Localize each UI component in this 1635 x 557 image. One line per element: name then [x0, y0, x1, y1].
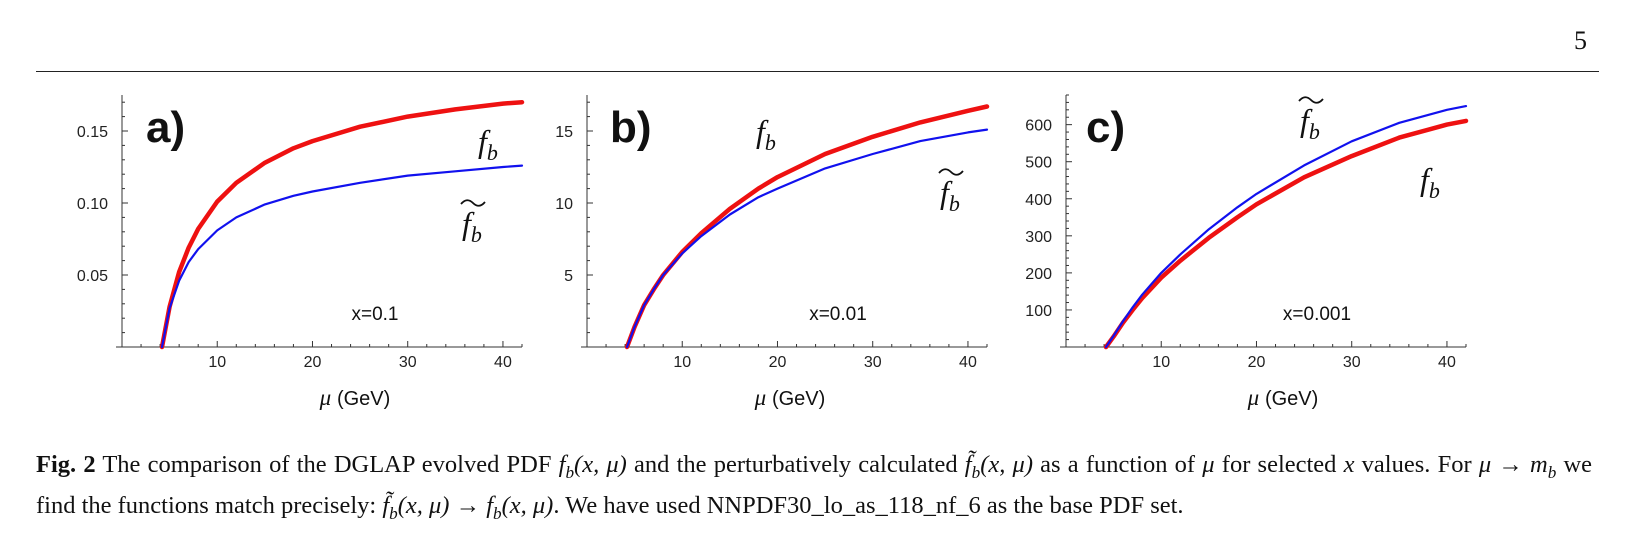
y-tick-label: 0.15: [77, 124, 108, 141]
panel-annotation: x=0.001: [1283, 304, 1351, 325]
caption-math: fb(x, μ): [558, 451, 627, 482]
y-tick-label: 15: [555, 124, 573, 141]
series-label-f-tilde-b: fb: [1300, 102, 1320, 144]
x-axis-label-symbol: μ: [754, 385, 772, 410]
x-tick-label: 20: [769, 354, 787, 371]
x-axis-label-symbol: μ: [1247, 385, 1265, 410]
x-tick-label: 20: [304, 354, 322, 371]
x-axis-label-unit: (GeV): [337, 388, 390, 410]
series-line-f-tilde-b: [160, 164, 524, 349]
y-tick-label: 500: [1025, 155, 1052, 172]
series-line-f-tilde-b: [1104, 105, 1468, 349]
series-label-f-tilde-b: fb: [940, 174, 960, 216]
x-tick-label: 10: [1152, 354, 1170, 371]
caption-text: . We have used NNPDF30_lo_as_118_nf_6 as…: [553, 491, 1184, 519]
caption-math: f̃b(x, μ): [964, 451, 1033, 482]
caption-text: for selected: [1214, 451, 1344, 478]
y-tick-label: 0.05: [77, 268, 108, 285]
x-axis-label-unit: (GeV): [772, 388, 825, 410]
caption-math: μ: [1202, 451, 1215, 478]
series-label-subscript: b: [487, 140, 498, 165]
caption-math: μ → mb: [1478, 451, 1557, 482]
panel-annotation: x=0.01: [809, 304, 867, 325]
series-line-f-b: [624, 104, 990, 350]
tilde-mark: [1298, 96, 1324, 104]
x-axis-label: μ (GeV): [319, 385, 391, 410]
x-tick-label: 40: [1438, 354, 1456, 371]
panel-label: c): [1086, 103, 1125, 152]
y-tick-label: 600: [1025, 118, 1052, 135]
series-line-f-tilde-b: [625, 128, 989, 349]
y-tick-label: 400: [1025, 192, 1052, 209]
header-rule: [36, 71, 1599, 72]
x-tick-label: 10: [208, 354, 226, 371]
chart-panel-c: 10 20 30 40 100 200 300 400 500 600 fb fb c) x=0.001 μ…: [1025, 94, 1469, 410]
series-label-f-b: fb: [1420, 161, 1440, 203]
y-tick-label: 100: [1025, 303, 1052, 320]
caption-figure-label: Fig. 2: [36, 451, 96, 478]
tilde-mark: [460, 199, 486, 207]
chart-panel-b: 10 20 30 40 5 10 15 fb fb b) x=0.01 μ (GeV): [555, 95, 990, 410]
caption-text: as a function of: [1033, 451, 1203, 478]
y-tick-label: 300: [1025, 229, 1052, 246]
caption-math: fb(x, μ): [486, 491, 554, 523]
x-tick-label: 20: [1248, 354, 1266, 371]
panel-label: b): [610, 103, 652, 152]
series-label-f-b: fb: [478, 123, 498, 165]
caption-text: The comparison of the DGLAP evolved PDF: [95, 451, 559, 478]
series-label-subscript: b: [1429, 178, 1440, 203]
y-tick-label: 10: [555, 196, 573, 213]
caption-text: and the perturbatively calculated: [626, 451, 965, 478]
series-label-subscript: b: [1309, 119, 1320, 144]
y-tick-label: 5: [564, 268, 573, 285]
x-tick-label: 40: [494, 354, 512, 371]
x-axis-label-unit: (GeV): [1265, 388, 1318, 410]
x-tick-label: 30: [399, 354, 417, 371]
series-label-subscript: b: [765, 130, 776, 155]
page-number: 5: [1574, 26, 1587, 55]
x-tick-label: 30: [864, 354, 882, 371]
x-tick-label: 10: [673, 354, 691, 371]
x-axis-label: μ (GeV): [754, 385, 826, 410]
x-tick-label: 30: [1343, 354, 1361, 371]
series-line-f-b: [159, 99, 525, 350]
series-label-subscript: b: [949, 191, 960, 216]
x-axis-label-symbol: μ: [319, 385, 337, 410]
caption-text: we find the functions match precisely:: [36, 451, 1593, 519]
x-tick-label: 40: [959, 354, 977, 371]
y-tick-label: 200: [1025, 266, 1052, 283]
series-label-subscript: b: [471, 222, 482, 247]
caption-text: values. For: [1354, 451, 1479, 478]
panel-label: a): [146, 103, 185, 152]
panel-annotation: x=0.1: [351, 304, 398, 325]
series-label-f-b: fb: [756, 113, 776, 155]
caption-math: f̃b(x, μ) →: [382, 491, 487, 523]
tilde-mark: [938, 168, 964, 176]
figure-caption: Fig. 2 The comparison of the DGLAP evolv…: [36, 448, 1592, 530]
series-label-f-tilde-b: fb: [462, 205, 482, 247]
caption-math: x: [1343, 451, 1355, 478]
x-axis-label: μ (GeV): [1247, 385, 1319, 410]
y-tick-label: 0.10: [77, 196, 108, 213]
chart-panel-a: 10 20 30 40 0.05 0.10 0.15 fb fb a) x=0.1 μ (GeV): [77, 95, 525, 410]
